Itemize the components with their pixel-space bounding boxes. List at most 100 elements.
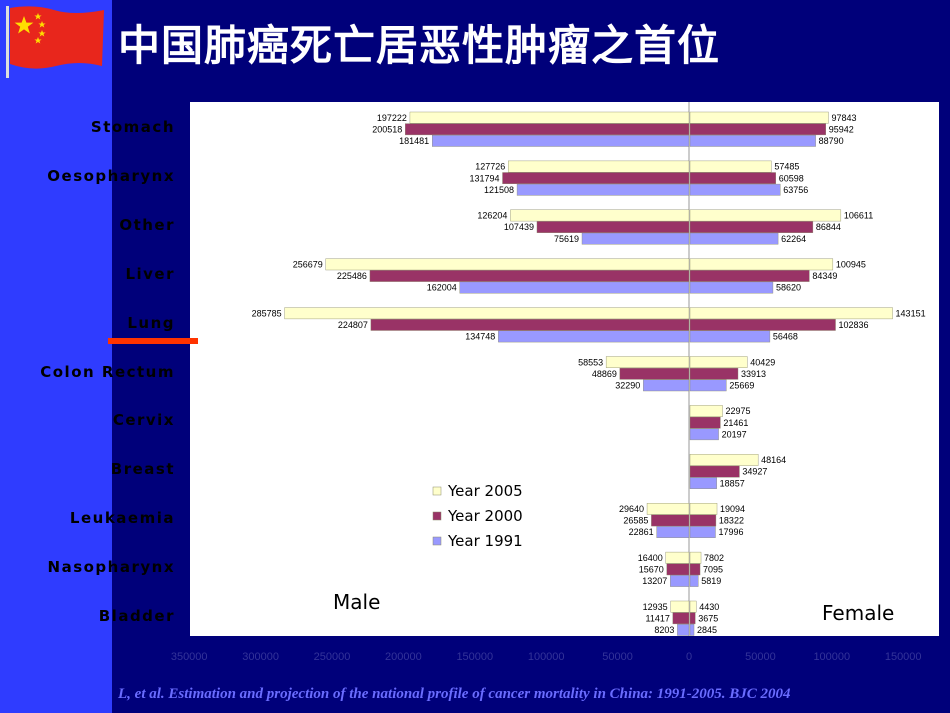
male-value-label: 16400 bbox=[638, 553, 663, 563]
male-bar bbox=[510, 209, 690, 222]
male-bar bbox=[325, 258, 690, 271]
female-bar bbox=[689, 551, 702, 564]
male-value-label: 15670 bbox=[639, 565, 664, 575]
x-tick-label: 300000 bbox=[242, 651, 279, 663]
female-value-label: 57485 bbox=[774, 162, 799, 172]
male-bar bbox=[409, 111, 690, 124]
female-value-label: 25669 bbox=[729, 381, 754, 391]
female-bar bbox=[689, 123, 826, 136]
male-value-label: 22861 bbox=[629, 527, 654, 537]
female-bar bbox=[689, 232, 779, 245]
female-value-label: 17996 bbox=[718, 527, 743, 537]
female-bar bbox=[689, 575, 699, 587]
female-value-label: 3675 bbox=[698, 613, 718, 623]
male-bar bbox=[498, 330, 690, 343]
female-bar bbox=[689, 356, 748, 369]
female-value-label: 143151 bbox=[896, 308, 926, 318]
male-value-label: 121508 bbox=[484, 185, 514, 195]
category-label: Cervix bbox=[112, 411, 175, 430]
female-value-label: 40429 bbox=[750, 357, 775, 367]
male-value-label: 197222 bbox=[377, 113, 407, 123]
male-bar bbox=[672, 612, 690, 625]
male-value-label: 162004 bbox=[427, 283, 457, 293]
female-value-label: 48164 bbox=[761, 455, 786, 465]
x-tick-label: 50000 bbox=[745, 651, 776, 663]
male-value-label: 107439 bbox=[504, 222, 534, 232]
male-bar bbox=[536, 221, 690, 233]
female-value-label: 97843 bbox=[831, 113, 856, 123]
male-value-label: 58553 bbox=[578, 357, 603, 367]
female-bar bbox=[689, 428, 719, 441]
legend-label: Year 2005 bbox=[447, 482, 523, 500]
male-bar bbox=[284, 307, 690, 320]
female-bar bbox=[689, 514, 717, 527]
female-bar bbox=[689, 416, 721, 429]
male-value-label: 48869 bbox=[592, 369, 617, 379]
china-flag-icon bbox=[6, 6, 104, 78]
chart-plot-area: 197222 97843 200518 95942 181481 88790 127726 5… bbox=[190, 102, 939, 636]
male-value-label: 126204 bbox=[477, 211, 507, 221]
legend-swatch bbox=[432, 511, 442, 521]
female-bar bbox=[689, 612, 696, 625]
female-value-label: 84349 bbox=[812, 271, 837, 281]
male-value-label: 134748 bbox=[465, 332, 495, 342]
female-value-label: 7802 bbox=[704, 553, 724, 563]
female-value-label: 34927 bbox=[742, 467, 767, 477]
male-value-label: 131794 bbox=[469, 173, 499, 183]
male-bar bbox=[605, 356, 690, 369]
male-value-label: 29640 bbox=[619, 504, 644, 514]
female-bar bbox=[689, 624, 695, 636]
female-value-label: 33913 bbox=[741, 369, 766, 379]
female-value-label: 106611 bbox=[844, 211, 873, 221]
male-value-label: 26585 bbox=[623, 516, 648, 526]
category-label: Leukaemia bbox=[69, 509, 175, 528]
female-value-label: 20197 bbox=[722, 429, 747, 439]
female-bar bbox=[689, 172, 776, 185]
male-bar bbox=[651, 514, 690, 527]
category-label: Colon Rectum bbox=[40, 362, 175, 381]
male-value-label: 11417 bbox=[645, 613, 669, 623]
category-label: Stomach bbox=[90, 118, 175, 136]
female-value-label: 18857 bbox=[720, 478, 745, 488]
male-value-label: 8203 bbox=[654, 625, 674, 635]
female-bar bbox=[689, 330, 771, 343]
female-value-label: 2845 bbox=[697, 625, 717, 635]
male-bar bbox=[643, 379, 690, 392]
male-value-label: 12935 bbox=[643, 602, 668, 612]
female-bar bbox=[689, 111, 829, 124]
page-title: 中国肺癌死亡居恶性肿瘤之首位 bbox=[118, 21, 721, 70]
male-bar bbox=[666, 563, 690, 576]
female-bar bbox=[689, 526, 716, 538]
female-value-label: 5819 bbox=[701, 576, 721, 586]
male-bar bbox=[670, 600, 690, 613]
category-label: Lung bbox=[127, 313, 175, 332]
female-value-label: 19094 bbox=[720, 504, 745, 514]
male-bar bbox=[516, 183, 690, 196]
female-bar bbox=[689, 221, 814, 233]
male-value-label: 225486 bbox=[337, 271, 367, 281]
female-side-label: Female bbox=[822, 601, 894, 625]
male-bar bbox=[581, 232, 690, 245]
category-label: Breast bbox=[110, 460, 175, 479]
x-tick-label: 150000 bbox=[456, 651, 493, 663]
male-bar bbox=[459, 281, 690, 294]
female-bar bbox=[689, 307, 893, 320]
female-value-label: 58620 bbox=[776, 283, 801, 293]
female-value-label: 95942 bbox=[829, 124, 854, 134]
female-value-label: 56468 bbox=[773, 332, 798, 342]
female-bar bbox=[689, 318, 836, 331]
female-bar bbox=[689, 454, 759, 466]
female-value-label: 18322 bbox=[719, 516, 744, 526]
male-bar bbox=[502, 172, 690, 185]
category-label: Nasopharynx bbox=[47, 558, 175, 577]
x-tick-label: 200000 bbox=[385, 651, 422, 663]
mortality-bar-chart: 197222 97843 200518 95942 181481 88790 127726 5… bbox=[252, 102, 926, 636]
male-value-label: 75619 bbox=[554, 234, 579, 244]
male-bar bbox=[619, 367, 690, 380]
male-bar bbox=[665, 551, 690, 564]
female-bar bbox=[689, 258, 834, 271]
female-value-label: 88790 bbox=[819, 136, 844, 146]
male-value-label: 181481 bbox=[399, 136, 429, 146]
x-axis-ticks: 350000 300000 250000 200000 150000 100000 5000… bbox=[171, 651, 922, 663]
x-tick-label: 0 bbox=[686, 651, 692, 663]
